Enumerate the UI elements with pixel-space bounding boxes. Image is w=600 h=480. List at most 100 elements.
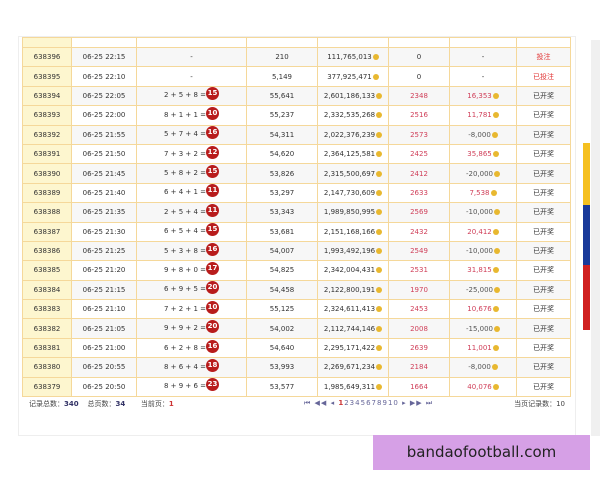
vertical-scrollbar[interactable]	[591, 40, 600, 436]
status-link[interactable]: 已开奖	[533, 247, 554, 256]
status-link[interactable]: 已开奖	[533, 208, 554, 217]
status-link[interactable]: 已开奖	[533, 130, 554, 139]
page-link[interactable]: 9	[382, 399, 388, 407]
time-cell: 06-25 20:50	[71, 376, 137, 398]
table-row: 638383 06-25 21:10 7 + 2 + 1 = 10 55,125 2,32…	[22, 299, 571, 320]
side-ad-blue[interactable]	[583, 205, 590, 265]
page-link[interactable]: 10	[387, 399, 399, 407]
status-link[interactable]: 投注	[536, 53, 551, 62]
count-cell: 54,007	[246, 240, 318, 262]
page-link[interactable]: 8	[377, 399, 383, 407]
issue-number: 638384	[33, 285, 61, 294]
page-link[interactable]: 2	[344, 399, 350, 407]
profit-cell: 35,865	[449, 143, 517, 165]
side-ad-yellow[interactable]	[583, 143, 590, 205]
pool-cell: 2,364,125,581	[317, 143, 389, 165]
bet-count: 210	[275, 53, 289, 62]
coin-icon	[376, 92, 383, 99]
status-link[interactable]: 已开奖	[533, 285, 554, 294]
result-cell: 9 + 9 + 2 = 20	[136, 318, 247, 339]
result-formula: 6 + 5 + 4 =	[163, 227, 207, 236]
issue-number: 638396	[33, 53, 61, 62]
last-page-button[interactable]: ⏭	[425, 399, 434, 407]
draw-time: 06-25 22:15	[82, 53, 126, 62]
status-link[interactable]: 已开奖	[533, 344, 554, 353]
issue-cell: 638380	[22, 357, 72, 378]
table-row: 638385 06-25 21:20 9 + 8 + 0 = 17 54,825 2,34…	[22, 260, 571, 281]
pool-cell: 2,147,730,609	[317, 182, 389, 204]
status-link[interactable]: 已开奖	[533, 111, 554, 120]
status-cell: 已开奖	[516, 182, 571, 204]
issue-number: 638383	[33, 305, 61, 314]
coin-icon	[376, 325, 383, 332]
status-link[interactable]: 已开奖	[533, 227, 554, 236]
status-link[interactable]: 已开奖	[533, 150, 554, 159]
status-link[interactable]: 已开奖	[533, 382, 554, 391]
coin-icon	[376, 364, 383, 371]
status-link[interactable]: 已投注	[533, 72, 554, 81]
issue-number: 638379	[33, 382, 61, 391]
draw-time: 06-25 21:45	[82, 169, 126, 178]
page-link[interactable]: 1	[338, 399, 345, 407]
page-link[interactable]: 4	[355, 399, 361, 407]
coin-icon	[376, 112, 383, 119]
pool-cell: 1,993,492,196	[317, 240, 389, 262]
result-formula: 8 + 1 + 1 =	[163, 110, 207, 119]
count-cell: 54,640	[246, 337, 318, 359]
next-page-button[interactable]: ▸	[402, 399, 407, 407]
status-link[interactable]: 已开奖	[533, 305, 554, 314]
next10-button[interactable]: ▶▶	[409, 399, 423, 407]
status-link[interactable]: 已开奖	[533, 324, 554, 333]
status-link[interactable]: 已开奖	[533, 266, 554, 275]
result-ball: 16	[206, 339, 220, 353]
time-cell: 06-25 22:00	[71, 105, 137, 126]
issue-number: 638381	[33, 344, 61, 353]
page-link[interactable]: 5	[360, 399, 367, 407]
coin-icon	[372, 73, 379, 80]
count-cell: 210	[246, 46, 318, 68]
status-cell: 投注	[516, 46, 571, 68]
profit: -15,000	[465, 324, 494, 333]
page-link[interactable]: 7	[371, 399, 377, 407]
time-cell: 06-25 21:55	[71, 124, 137, 145]
pool-cell: 2,601,186,133	[317, 85, 389, 107]
pool-cell: 111,765,013	[317, 46, 389, 68]
time-cell: 06-25 21:05	[71, 318, 137, 339]
profit: -8,000	[468, 130, 491, 139]
first-page-button[interactable]: ⏮	[304, 399, 312, 407]
coin-icon	[376, 383, 383, 390]
time-cell: 06-25 21:50	[71, 143, 137, 165]
result-cell: 6 + 9 + 5 = 20	[136, 279, 247, 301]
profit: 11,781	[467, 111, 492, 120]
winners: 1664	[410, 382, 428, 391]
page-link[interactable]: 3	[349, 399, 356, 407]
profit-cell: -10,000	[449, 202, 517, 223]
pool-cell: 2,151,168,166	[317, 221, 389, 242]
prev-page-button[interactable]: ◂	[330, 399, 336, 407]
pool-cell: 2,315,500,697	[317, 163, 389, 184]
result-formula: 6 + 4 + 1 =	[163, 188, 207, 197]
issue-number: 638390	[33, 169, 61, 178]
coin-icon	[494, 325, 501, 332]
side-ad-red[interactable]	[583, 265, 590, 330]
issue-cell: 638396	[22, 46, 72, 68]
winners-cell: 1970	[388, 279, 450, 301]
issue-number: 638392	[33, 130, 61, 139]
winners-cell: 2573	[388, 124, 450, 145]
status-link[interactable]: 已开奖	[533, 363, 554, 372]
status-link[interactable]: 已开奖	[533, 169, 554, 178]
bet-count: 53,826	[269, 169, 295, 178]
profit-cell: 31,815	[449, 260, 517, 281]
result-formula: 9 + 9 + 2 =	[163, 324, 207, 333]
profit: -	[481, 72, 485, 81]
status-link[interactable]: 已开奖	[533, 91, 554, 100]
pool-amount: 1,989,850,995	[323, 208, 376, 217]
prev10-button[interactable]: ◀◀	[314, 399, 328, 407]
page-link[interactable]: 6	[366, 399, 372, 407]
result-formula: 2 + 5 + 4 =	[163, 207, 207, 216]
issue-number: 638393	[33, 111, 61, 120]
table-row: 638379 06-25 20:50 8 + 9 + 6 = 23 53,577 1,98…	[22, 376, 571, 398]
status-link[interactable]: 已开奖	[533, 188, 554, 197]
pool-amount: 2,147,730,609	[323, 188, 376, 197]
winners-cell: 2432	[388, 221, 450, 242]
